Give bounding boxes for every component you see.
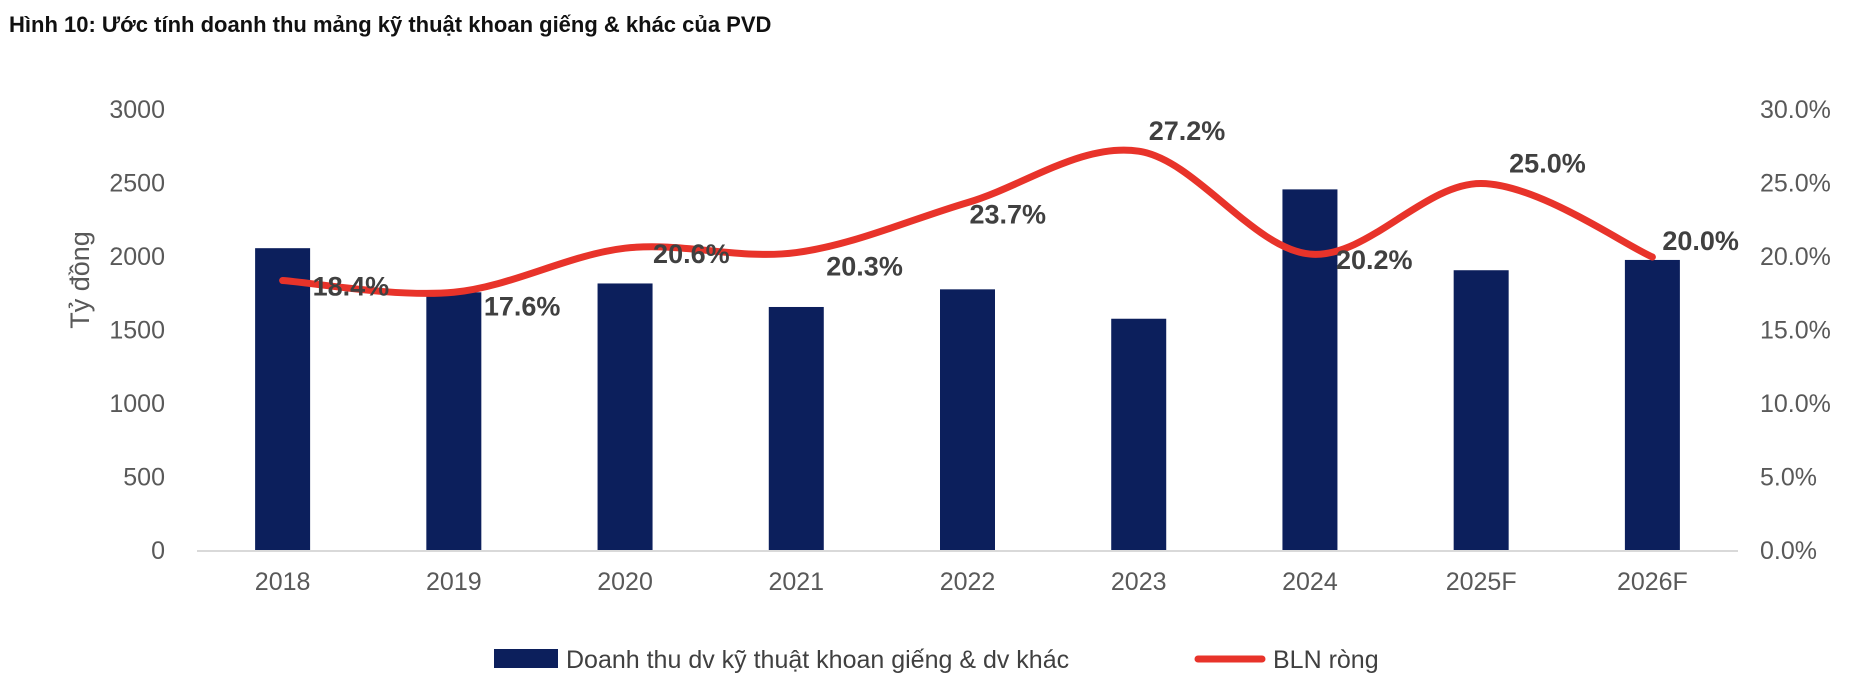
y-tick-label: 2500 bbox=[109, 170, 165, 198]
bar-2019 bbox=[426, 292, 482, 551]
y-axis-label: Tỷ đồng bbox=[65, 231, 95, 329]
bar-2018 bbox=[255, 248, 311, 551]
bar-2026F bbox=[1624, 259, 1680, 551]
y2-tick-label: 20.0% bbox=[1760, 243, 1831, 271]
legend: Doanh thu dv kỹ thuật khoan giếng & dv k… bbox=[494, 646, 1379, 674]
x-tick-label: 2019 bbox=[426, 568, 482, 596]
line-series-bln-rong bbox=[279, 146, 1656, 297]
chart-title: Hình 10: Ước tính doanh thu mảng kỹ thuậ… bbox=[9, 12, 772, 37]
y-tick-label: 1500 bbox=[109, 317, 165, 345]
x-tick-label: 2018 bbox=[255, 568, 311, 596]
y-tick-label: 500 bbox=[123, 464, 165, 492]
x-tick-label: 2026F bbox=[1617, 568, 1688, 596]
bar-2020 bbox=[597, 283, 653, 551]
legend-label-bar: Doanh thu dv kỹ thuật khoan giếng & dv k… bbox=[566, 646, 1069, 674]
line-data-label: 27.2% bbox=[1149, 116, 1226, 146]
y-tick-label: 1000 bbox=[109, 390, 165, 418]
x-tick-label: 2023 bbox=[1111, 568, 1167, 596]
y2-tick-label: 10.0% bbox=[1760, 390, 1831, 418]
line-data-label: 20.2% bbox=[1336, 245, 1413, 275]
x-tick-label: 2020 bbox=[597, 568, 653, 596]
line-data-label: 23.7% bbox=[970, 200, 1047, 230]
bar-series bbox=[255, 189, 1680, 551]
line-data-label: 18.4% bbox=[313, 272, 390, 302]
line-data-label: 17.6% bbox=[484, 291, 561, 321]
bar-2023 bbox=[1111, 318, 1167, 551]
y2-tick-label: 25.0% bbox=[1760, 170, 1831, 198]
bar-2025F bbox=[1453, 270, 1509, 551]
x-tick-label: 2024 bbox=[1282, 568, 1338, 596]
y2-tick-label: 30.0% bbox=[1760, 96, 1831, 124]
legend-label-line: BLN ròng bbox=[1273, 646, 1379, 674]
y-tick-label: 0 bbox=[151, 537, 165, 565]
y-tick-label: 3000 bbox=[109, 96, 165, 124]
y2-tick-label: 15.0% bbox=[1760, 317, 1831, 345]
line-data-label: 20.0% bbox=[1662, 226, 1739, 256]
y-tick-label: 2000 bbox=[109, 243, 165, 271]
left-axis-ticks: 0 500 1000 1500 2000 2500 3000 bbox=[109, 96, 165, 565]
y2-tick-label: 5.0% bbox=[1760, 464, 1817, 492]
x-tick-label: 2021 bbox=[768, 568, 824, 596]
x-tick-label: 2022 bbox=[940, 568, 996, 596]
x-axis-ticks: 2018 2019 2020 2021 2022 2023 2024 2025F 2026F bbox=[255, 568, 1688, 596]
line-data-labels: 18.4% 17.6% 20.6% 20.3% 23.7% 27.2% 20.2% 25.0%… bbox=[313, 116, 1739, 321]
bar-2022 bbox=[940, 289, 995, 551]
line-data-label: 20.3% bbox=[826, 252, 903, 282]
y2-tick-label: 0.0% bbox=[1760, 537, 1817, 565]
line-data-label: 25.0% bbox=[1509, 149, 1586, 179]
x-tick-label: 2025F bbox=[1446, 568, 1517, 596]
bar-2021 bbox=[768, 306, 824, 551]
right-axis-ticks: 0.0% 5.0% 10.0% 15.0% 20.0% 25.0% 30.0% bbox=[1760, 96, 1831, 565]
bar-2024 bbox=[1282, 189, 1338, 551]
line-data-label: 20.6% bbox=[653, 239, 730, 269]
legend-swatch-bar bbox=[494, 649, 558, 668]
